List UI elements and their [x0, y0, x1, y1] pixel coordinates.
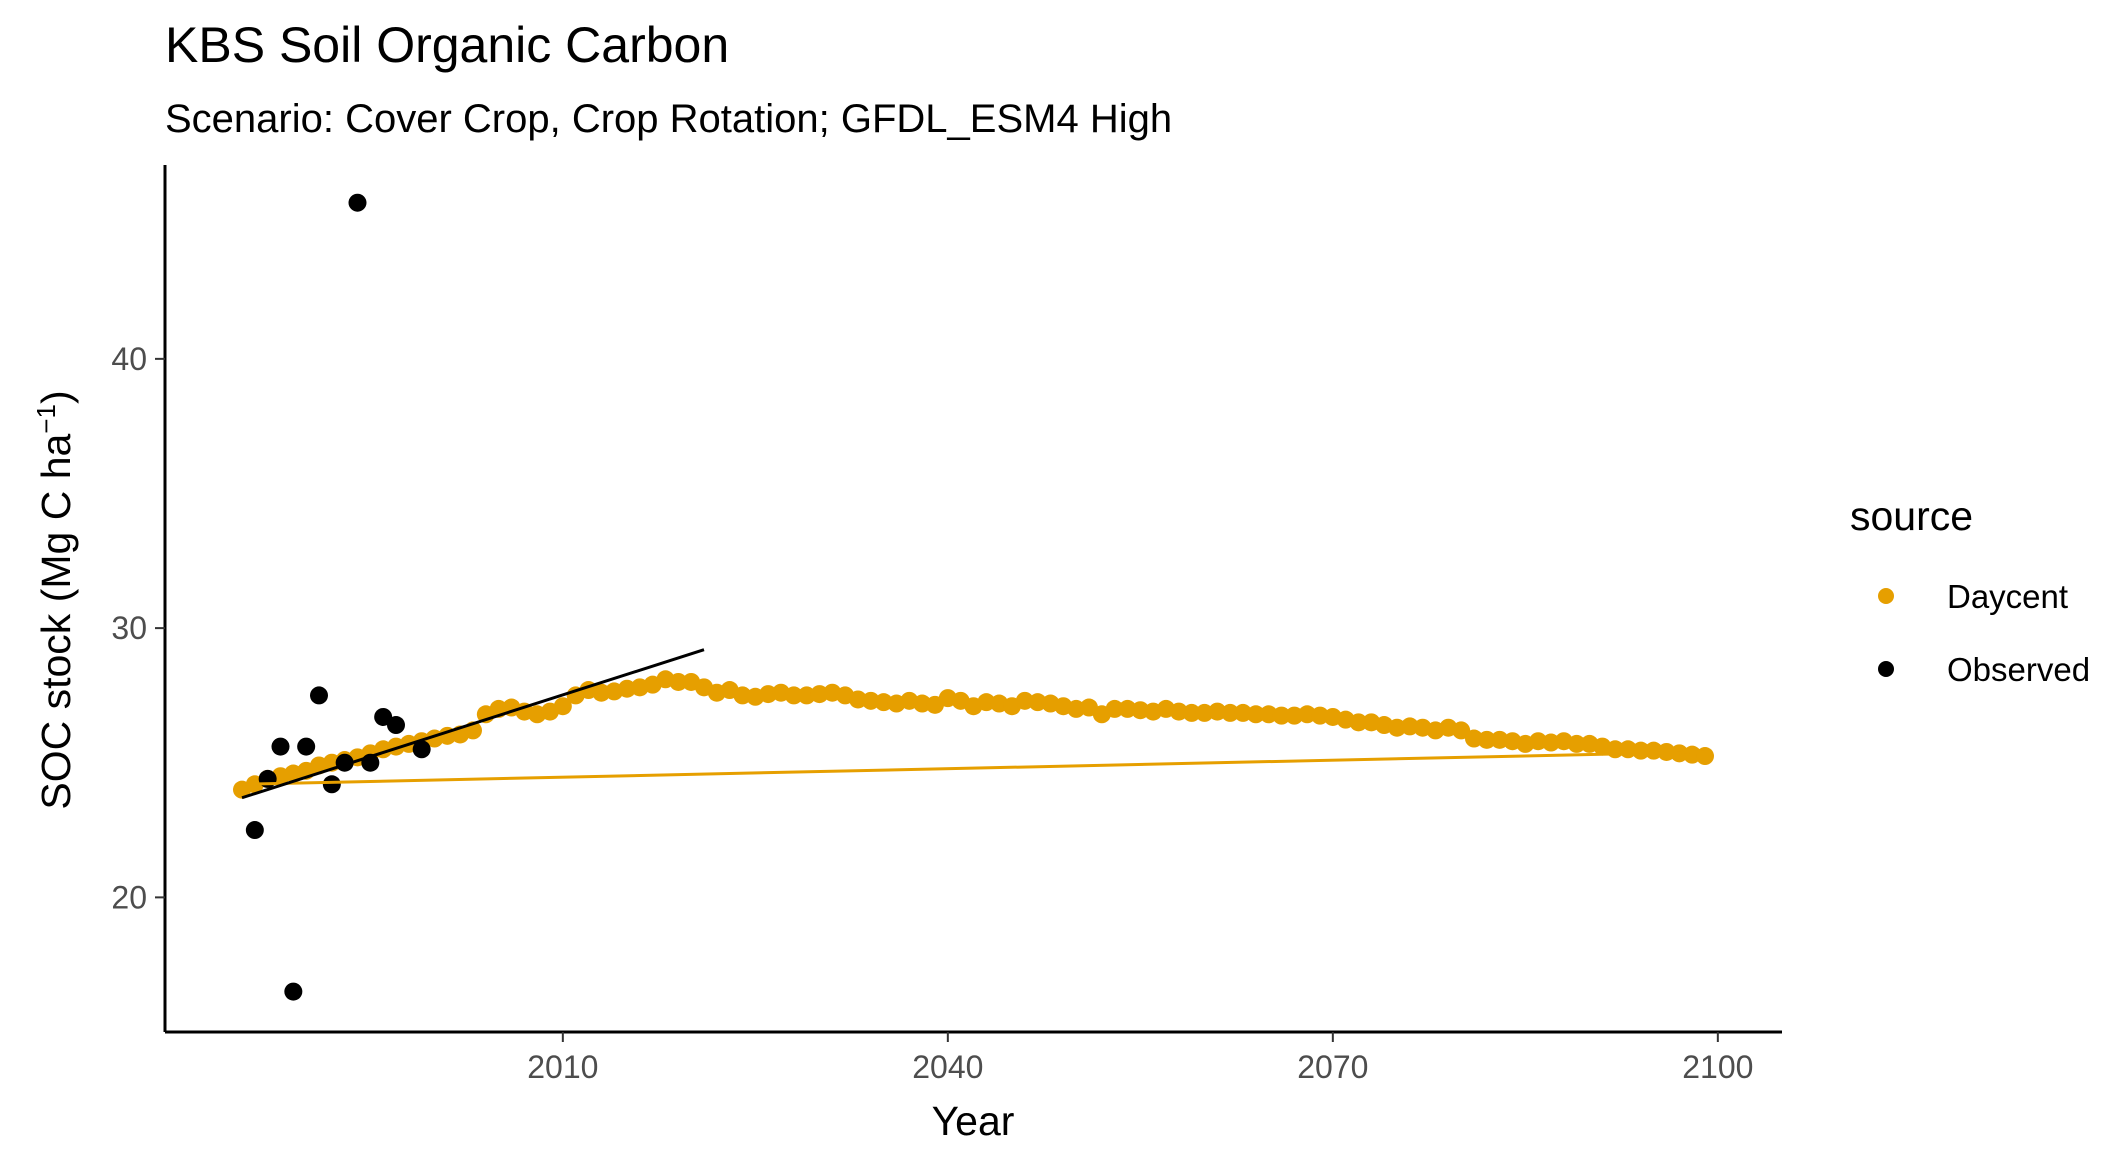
y-tick-label: 40 — [111, 341, 147, 377]
legend-key-observed — [1878, 661, 1894, 677]
y-axis-title: SOC stock (Mg C ha−1) — [31, 390, 79, 809]
observed-point — [245, 821, 264, 840]
observed-point — [271, 737, 290, 756]
daycent-fit-line — [241, 750, 1706, 786]
y-axis-title-close: ) — [33, 390, 79, 404]
daycent-point — [1349, 713, 1368, 732]
x-ticks: 2010 2040 2070 2100 — [527, 1032, 1753, 1085]
observed-point — [387, 716, 405, 735]
y-axis-title-superscript: −1 — [31, 404, 61, 434]
y-tick-label: 20 — [111, 879, 147, 915]
x-tick-label: 2100 — [1682, 1049, 1753, 1085]
plot-marks — [233, 193, 1714, 1001]
x-tick-label: 2070 — [1297, 1049, 1368, 1085]
daycent-point — [1246, 705, 1265, 724]
observed-fit-line — [241, 648, 705, 800]
daycent-point — [1272, 706, 1291, 725]
x-axis-title: Year — [932, 1098, 1015, 1144]
chart-title: KBS Soil Organic Carbon — [165, 17, 729, 73]
observed-point — [284, 982, 303, 1001]
daycent-point — [1182, 703, 1201, 722]
chart-subtitle: Scenario: Cover Crop, Crop Rotation; GFD… — [165, 97, 1172, 141]
daycent-point — [1631, 741, 1650, 760]
daycent-point — [1105, 699, 1124, 718]
daycent-point — [1221, 703, 1240, 722]
y-tick-label: 30 — [111, 610, 147, 646]
observed-point — [297, 737, 316, 756]
daycent-point — [784, 686, 803, 705]
observed-point — [322, 775, 341, 794]
y-axis-title-main: SOC stock (Mg C ha — [33, 434, 79, 810]
observed-point — [348, 193, 367, 212]
daycent-point — [553, 697, 572, 716]
x-tick-label: 2010 — [527, 1049, 598, 1085]
observed-point — [310, 686, 328, 705]
daycent-point — [1567, 734, 1586, 753]
legend-title: source — [1850, 493, 1973, 539]
observed-point — [412, 740, 431, 759]
x-tick-label: 2040 — [912, 1049, 983, 1085]
daycent-point — [1452, 721, 1471, 740]
legend-label-daycent: Daycent — [1947, 578, 2068, 615]
legend: source Daycent Observed — [1850, 493, 2090, 688]
legend-key-daycent — [1878, 588, 1894, 604]
daycent-point — [1696, 747, 1714, 766]
legend-label-observed: Observed — [1947, 651, 2090, 688]
daycent-point — [1477, 730, 1496, 749]
y-ticks: 20 30 40 — [111, 341, 165, 915]
observed-point — [374, 707, 393, 726]
daycent-point — [669, 672, 688, 691]
